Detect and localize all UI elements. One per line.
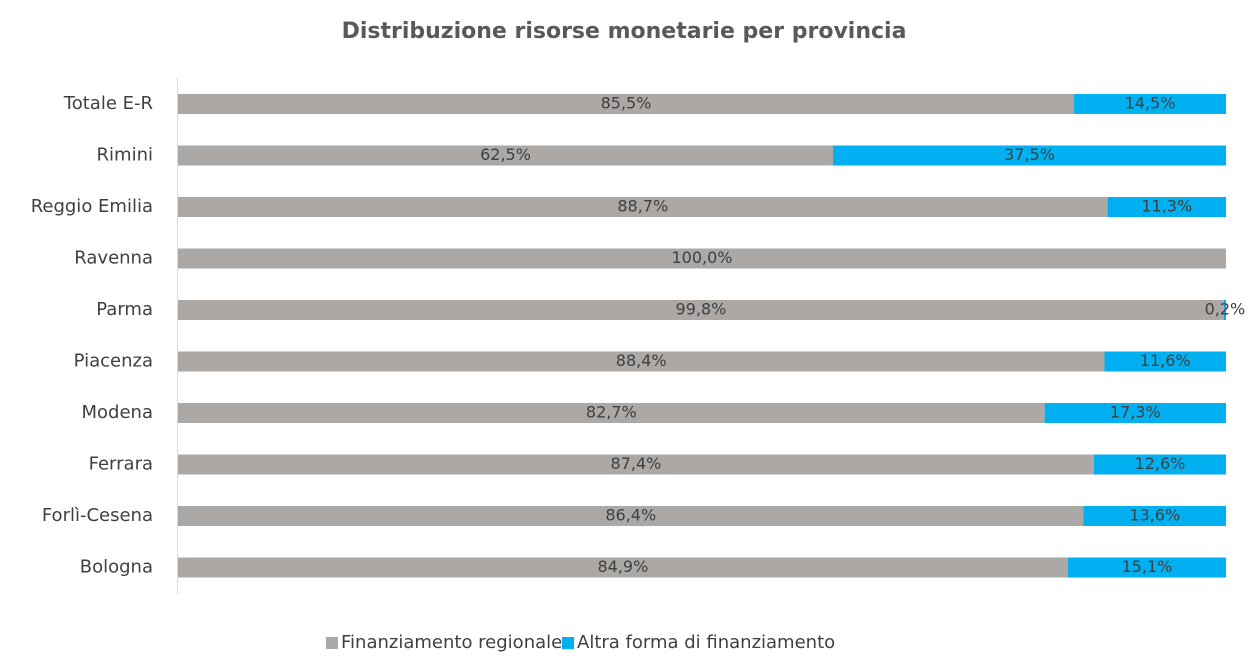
value-label: 37,5%	[1004, 145, 1055, 164]
value-label: 14,5%	[1125, 94, 1176, 113]
legend-label: Altra forma di finanziamento	[577, 632, 835, 653]
bar-segment	[178, 506, 1084, 526]
bar-segment	[1044, 403, 1226, 423]
legend-label: Finanziamento regionale	[341, 632, 562, 653]
bar-segment	[178, 557, 1068, 578]
value-label: 12,6%	[1135, 454, 1186, 473]
y-tick-label: Modena	[82, 402, 153, 423]
bar-segment	[1093, 454, 1226, 475]
bar-segment	[178, 145, 833, 166]
y-tick-label: Rimini	[97, 145, 153, 166]
value-label: 86,4%	[605, 506, 656, 525]
bar-segment	[1223, 300, 1226, 320]
y-tick-label: Parma	[96, 299, 153, 320]
bar-segment	[178, 351, 1105, 372]
value-label: 88,4%	[616, 351, 667, 370]
legend-swatch	[562, 637, 574, 649]
value-label: 13,6%	[1129, 506, 1180, 525]
y-tick-label: Piacenza	[74, 351, 153, 372]
value-label: 87,4%	[611, 454, 662, 473]
bar-segment	[178, 94, 1075, 114]
legend-swatch	[326, 637, 338, 649]
value-label: 100,0%	[671, 248, 732, 267]
y-tick-label: Bologna	[80, 557, 153, 578]
bar-segment	[178, 403, 1045, 423]
bar-segment	[178, 300, 1224, 320]
bar-segment	[1067, 557, 1226, 578]
value-label: 82,7%	[586, 403, 637, 422]
value-label: 99,8%	[676, 300, 727, 319]
chart-title: Distribuzione risorse monetarie per prov…	[342, 19, 907, 44]
value-label: 15,1%	[1121, 557, 1172, 576]
y-tick-label: Ferrara	[89, 454, 153, 475]
bar-segment	[833, 145, 1226, 166]
y-tick-label: Reggio Emilia	[31, 196, 153, 217]
value-label: 88,7%	[617, 197, 668, 216]
bar-segment	[1107, 197, 1226, 217]
y-tick-label: Ravenna	[74, 248, 153, 269]
bar-segment	[1074, 94, 1226, 114]
value-label: 62,5%	[480, 145, 531, 164]
bar-segment	[1083, 506, 1226, 526]
value-label: 11,6%	[1140, 351, 1191, 370]
value-label: 11,3%	[1141, 197, 1192, 216]
y-tick-label: Totale E-R	[63, 93, 153, 114]
bar-segment	[178, 454, 1094, 475]
value-label: 17,3%	[1110, 403, 1161, 422]
y-tick-label: Forlì-Cesena	[42, 505, 153, 526]
value-label: 85,5%	[601, 94, 652, 113]
bar-segment	[178, 197, 1108, 217]
bar-segment	[1104, 351, 1226, 372]
value-label: 84,9%	[597, 557, 648, 576]
bar-segment	[178, 248, 1226, 269]
value-label: 0,2%	[1205, 300, 1246, 319]
